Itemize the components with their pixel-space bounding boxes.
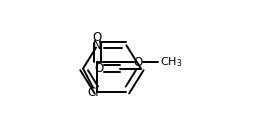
Text: O: O xyxy=(94,62,104,75)
Text: N: N xyxy=(93,39,102,52)
Text: O: O xyxy=(133,56,142,69)
Text: Cl: Cl xyxy=(87,86,99,99)
Text: CH$_3$: CH$_3$ xyxy=(160,55,182,69)
Text: O: O xyxy=(93,31,102,44)
